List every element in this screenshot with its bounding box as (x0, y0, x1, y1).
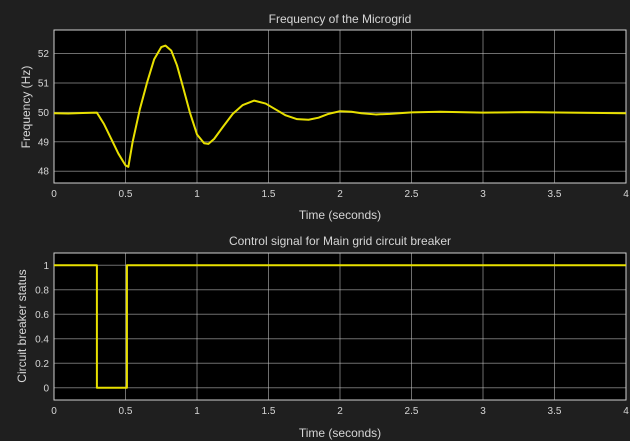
frequency-x-axis-label: Time (seconds) (299, 208, 381, 222)
frequency-x-tick-label: 2 (337, 189, 343, 200)
frequency-plot: Frequency of the Microgrid 0 0.5 1 1.5 2 2.5 3… (19, 12, 629, 222)
breaker-x-tick-label: 0 (51, 406, 57, 417)
frequency-y-tick-label: 49 (38, 137, 50, 148)
breaker-y-tick-label: 0.6 (35, 310, 49, 321)
frequency-x-tick-label: 2.5 (405, 189, 419, 200)
frequency-x-tick-label: 4 (623, 189, 629, 200)
breaker-y-tick-label: 0.2 (35, 359, 49, 370)
breaker-y-tick-label: 0 (43, 383, 49, 394)
frequency-y-axis-label: Frequency (Hz) (19, 66, 33, 149)
frequency-grid (54, 30, 626, 183)
breaker-grid (54, 253, 626, 400)
frequency-y-tick-label: 52 (38, 49, 50, 60)
breaker-x-tick-label: 3 (480, 406, 486, 417)
frequency-y-tick-label: 50 (38, 108, 50, 119)
breaker-x-tick-label: 3.5 (548, 406, 562, 417)
breaker-y-tick-label: 0.4 (35, 334, 49, 345)
frequency-y-tick-label: 48 (38, 167, 50, 178)
frequency-x-tick-label: 3 (480, 189, 486, 200)
breaker-x-tick-label: 4 (623, 406, 629, 417)
breaker-x-tick-label: 2 (337, 406, 343, 417)
breaker-plot: Control signal for Main grid circuit bre… (15, 234, 629, 440)
breaker-y-tick-label: 0.8 (35, 285, 49, 296)
frequency-y-ticks: 48 49 50 51 52 (38, 49, 50, 178)
frequency-series-line (53, 44, 627, 168)
breaker-x-tick-label: 1.5 (262, 406, 276, 417)
frequency-x-tick-label: 0 (51, 189, 57, 200)
breaker-x-axis-label: Time (seconds) (299, 426, 381, 440)
frequency-y-tick-label: 51 (38, 78, 50, 89)
breaker-series-line (54, 264, 626, 389)
frequency-x-tick-label: 0.5 (119, 189, 133, 200)
breaker-x-tick-label: 2.5 (405, 406, 419, 417)
breaker-x-tick-label: 0.5 (119, 406, 133, 417)
breaker-y-tick-label: 1 (43, 261, 49, 272)
frequency-x-ticks: 0 0.5 1 1.5 2 2.5 3 3.5 4 (51, 189, 629, 200)
breaker-x-tick-label: 1 (194, 406, 200, 417)
breaker-y-axis-label: Circuit breaker status (15, 269, 29, 382)
breaker-x-ticks: 0 0.5 1 1.5 2 2.5 3 3.5 4 (51, 406, 629, 417)
breaker-y-ticks: 0 0.2 0.4 0.6 0.8 1 (35, 261, 49, 395)
breaker-plot-title: Control signal for Main grid circuit bre… (229, 234, 451, 248)
frequency-x-tick-label: 1.5 (262, 189, 276, 200)
frequency-x-tick-label: 3.5 (548, 189, 562, 200)
frequency-plot-title: Frequency of the Microgrid (269, 12, 412, 26)
frequency-x-tick-label: 1 (194, 189, 200, 200)
